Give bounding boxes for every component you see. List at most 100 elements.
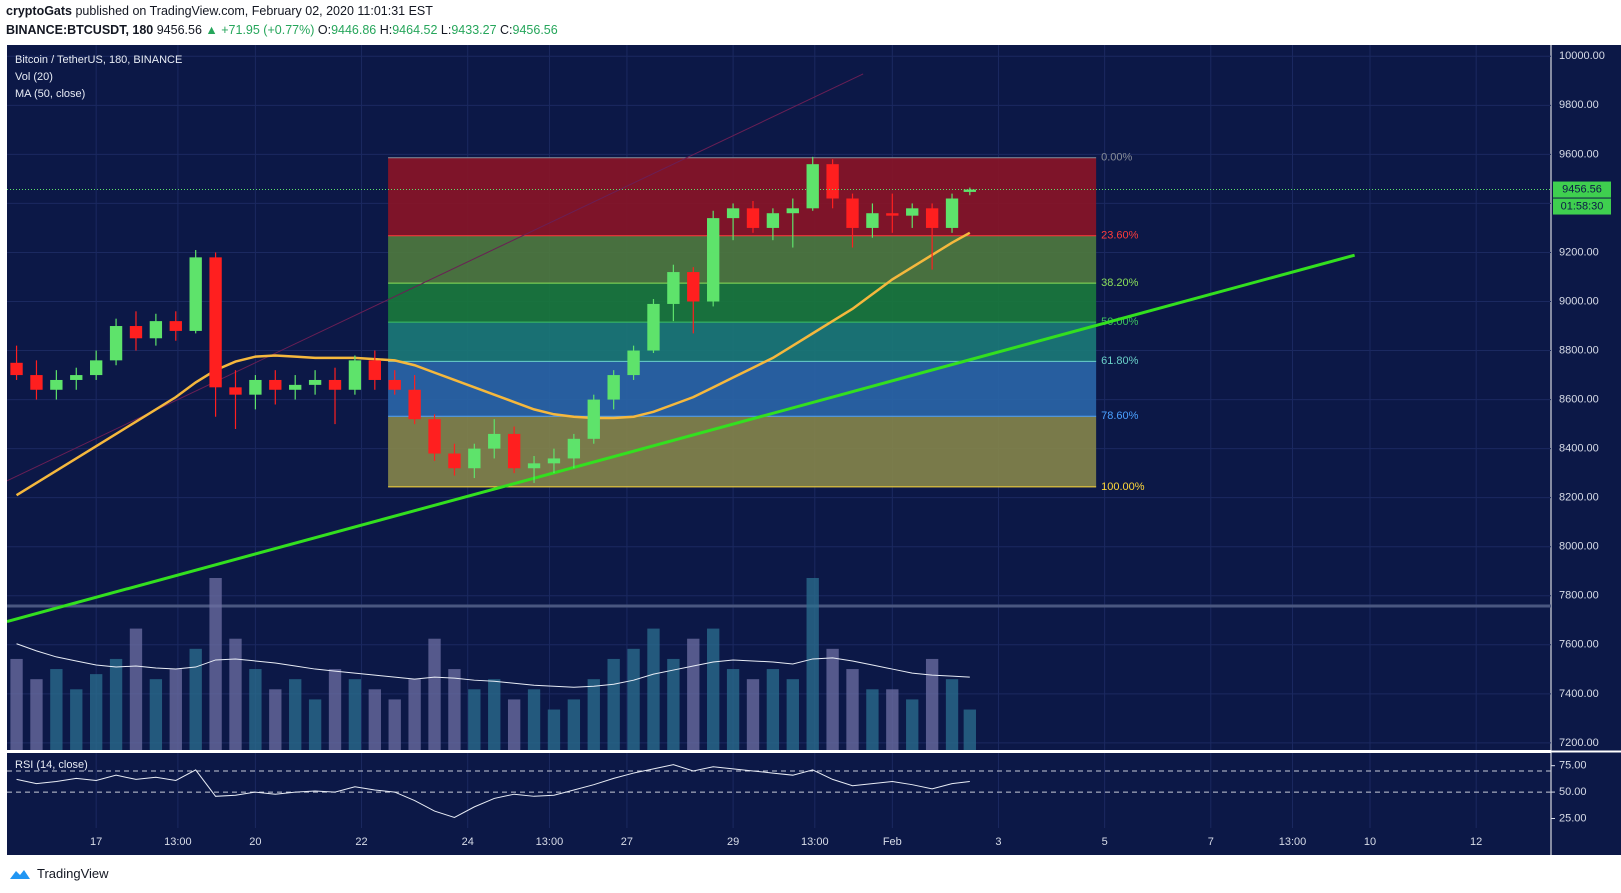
time-axis (7, 828, 1551, 855)
volume-bar (547, 709, 561, 750)
ohlc-value: 9456.56 (512, 23, 558, 37)
volume-bar (209, 578, 222, 750)
last-price-label: 9456.56 (1562, 183, 1602, 195)
candle-body (368, 360, 381, 380)
candle-body (169, 321, 182, 331)
candle-body (527, 463, 541, 469)
ma-line (15, 231, 971, 497)
volume-bar (726, 669, 740, 750)
candle-body (269, 379, 282, 390)
candle-body (428, 419, 441, 454)
fib-label: 38.20% (1101, 277, 1139, 289)
x-tick-label: 17 (90, 836, 102, 848)
change: ▲ +71.95 (+0.77%) (205, 23, 315, 37)
candle-body (945, 198, 959, 228)
volume-bar (925, 658, 939, 750)
x-tick-label: 22 (355, 836, 367, 848)
ohlc-value: 9433.27 (451, 23, 497, 37)
volume-bar (587, 679, 600, 750)
symbol: BINANCE:BTCUSDT, 180 (6, 23, 154, 37)
candle-body (786, 208, 799, 214)
candle-body (587, 399, 600, 439)
x-tick-label: 13:00 (536, 836, 564, 848)
y-tick-label: 7200.00 (1559, 737, 1599, 749)
candle-body (10, 362, 23, 376)
y-tick-label: 9600.00 (1559, 148, 1599, 160)
candle-body (308, 379, 322, 385)
chart: 0.00% 23.60% 38.20% 50.00% 61.80% 78.60% 100.0… (7, 45, 1621, 855)
volume-bar (408, 679, 421, 750)
volume-bar (507, 699, 521, 750)
volume-bar (667, 658, 680, 750)
legend-entry: Vol (20) (15, 71, 53, 83)
brand: TradingView (37, 866, 109, 881)
volume-bar (10, 658, 23, 750)
ohlc-value: 9446.86 (331, 23, 377, 37)
candle-body (109, 326, 123, 361)
rsi-line (16, 764, 970, 818)
y-tick-label: 10000.00 (1559, 50, 1605, 62)
volume-bar (746, 679, 760, 750)
price-axis (1551, 45, 1621, 855)
candle-body (766, 213, 780, 228)
fib-band (388, 322, 1097, 362)
volume-bar (89, 674, 103, 750)
plot: 0.00% 23.60% 38.20% 50.00% 61.80% 78.60% 100.0… (7, 45, 1551, 750)
fib-label: 100.00% (1101, 481, 1145, 493)
x-tick-label: 13:00 (801, 836, 829, 848)
candle-body (707, 218, 720, 302)
candle-body (229, 387, 242, 395)
volume-bar (567, 699, 581, 750)
x-tick-label: 7 (1208, 836, 1214, 848)
legend-entry: Bitcoin / TetherUS, 180, BINANCE (15, 54, 182, 66)
fib-label: 0.00% (1101, 152, 1132, 164)
candle-body (348, 360, 362, 390)
ohlc-label: L: (440, 23, 452, 37)
candle-body (289, 384, 302, 390)
quote-line: BINANCE:BTCUSDT, 180 9456.56 ▲ +71.95 (+… (6, 21, 558, 40)
volume-bar (766, 669, 780, 750)
candle-body (50, 379, 63, 390)
header: cryptoGats published on TradingView.com,… (6, 2, 558, 40)
trendline (7, 253, 1356, 623)
y-tick-label: 9800.00 (1559, 99, 1599, 111)
y-tick-label: 7800.00 (1559, 590, 1599, 602)
volume-bar (786, 679, 799, 750)
volume-bar (906, 699, 919, 750)
candle-body (886, 213, 899, 216)
candle-body (30, 375, 43, 390)
publish-line: cryptoGats published on TradingView.com,… (6, 2, 558, 21)
y-tick-label: 9000.00 (1559, 295, 1599, 307)
fib-label: 78.60% (1101, 410, 1139, 422)
volume-bar (129, 628, 143, 750)
candle-body (89, 360, 103, 376)
volume-bar (806, 578, 819, 750)
candle-body (488, 433, 501, 449)
logo (10, 869, 30, 879)
candle-body (846, 198, 859, 228)
y-tick-label: 8600.00 (1559, 393, 1599, 405)
candle-body (607, 375, 620, 400)
fib-label: 50.00% (1101, 316, 1139, 328)
fib-label: 23.60% (1101, 230, 1139, 242)
volume-bar (963, 709, 976, 750)
fib-label: 61.80% (1101, 355, 1139, 367)
price: 9456.56 (156, 23, 202, 37)
volume-bar (527, 689, 541, 750)
y-tick-label: 8200.00 (1559, 492, 1599, 504)
volume-bar (50, 669, 63, 750)
volume-bar (348, 679, 362, 750)
user: cryptoGats (6, 4, 72, 18)
volume-bar (826, 648, 839, 750)
volume-bar (388, 699, 401, 750)
y-tick-label: 8800.00 (1559, 344, 1599, 356)
candle-body (963, 189, 976, 192)
candle-body (667, 272, 680, 304)
volume-bar (308, 699, 322, 750)
volume-bar (488, 679, 501, 750)
footer: TradingView (8, 866, 109, 881)
candle-body (129, 326, 143, 339)
rsi-tick-label: 50.00 (1559, 786, 1587, 798)
candle-body (826, 164, 839, 199)
